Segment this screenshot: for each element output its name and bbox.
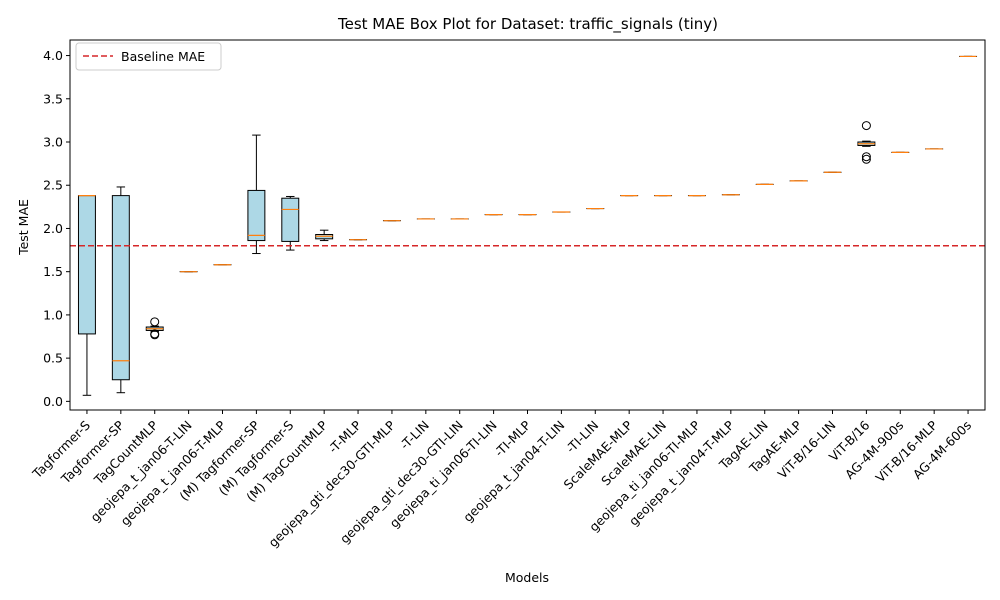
plot-area: 0.00.51.01.52.02.53.03.54.0Tagformer-STa… — [29, 39, 986, 550]
legend-frame — [75, 42, 222, 71]
outlier-point — [150, 330, 160, 340]
box-iqr — [111, 195, 130, 381]
chart-title: Test MAE Box Plot for Dataset: traffic_s… — [337, 15, 718, 34]
legend-label-baseline: Baseline MAE — [121, 49, 205, 64]
box-iqr — [77, 195, 96, 335]
y-tick-label: 1.0 — [43, 307, 63, 322]
y-tick-label: 1.5 — [43, 264, 63, 279]
y-tick-label: 4.0 — [43, 48, 63, 63]
y-tick-label: 3.0 — [43, 135, 63, 150]
legend: Baseline MAE — [75, 42, 222, 71]
plot-frame — [69, 39, 986, 411]
outlier-point — [861, 154, 871, 164]
x-axis-title: Models — [505, 570, 549, 585]
y-tick-label: 0.5 — [43, 351, 63, 366]
y-tick-label: 0.0 — [43, 394, 63, 409]
y-tick-label: 2.5 — [43, 178, 63, 193]
y-axis-title: Test MAE — [16, 199, 31, 256]
box-iqr — [247, 189, 266, 242]
outlier-point — [861, 152, 871, 162]
box-iqr — [281, 197, 300, 242]
outlier-point — [861, 121, 871, 131]
y-tick-label: 2.0 — [43, 221, 63, 236]
y-tick-label: 3.5 — [43, 91, 63, 106]
outlier-point — [150, 317, 160, 327]
